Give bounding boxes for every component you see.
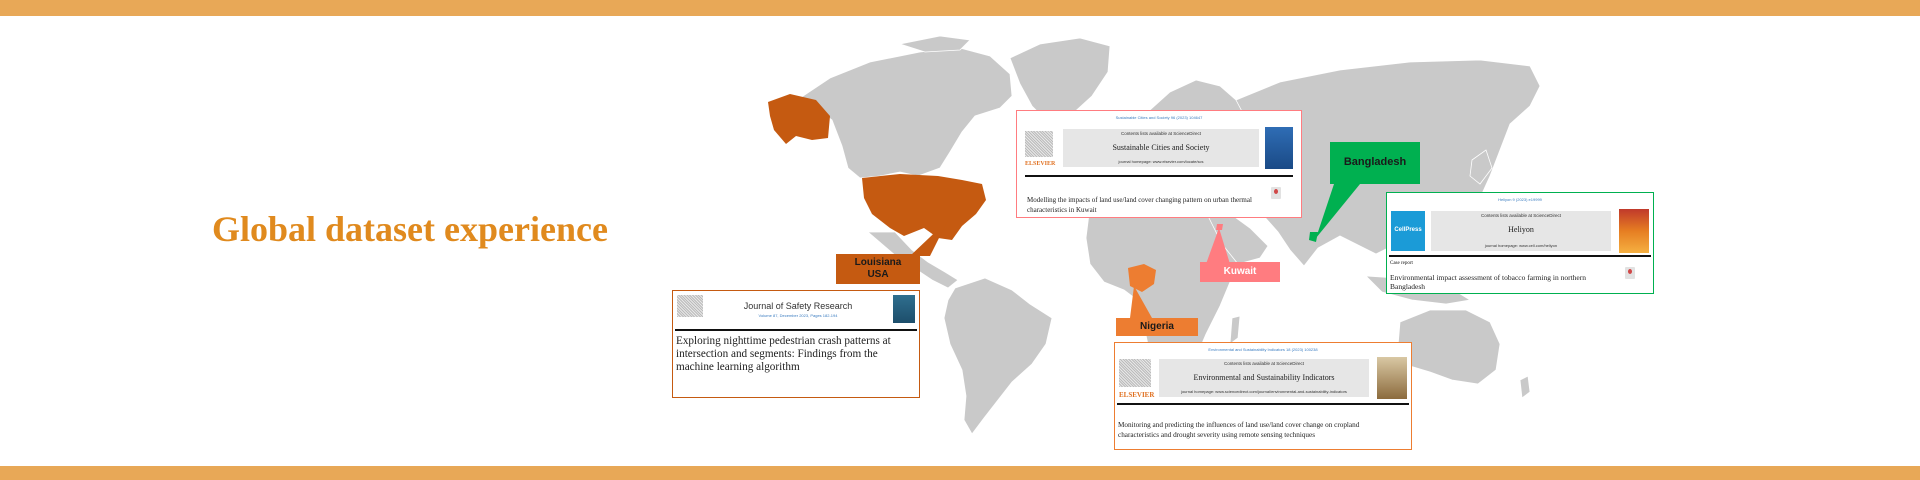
header-rule xyxy=(1389,255,1651,257)
journal-header: Contents lists available at ScienceDirec… xyxy=(1431,211,1611,251)
journal-homepage: journal homepage: www.cell.com/heliyon xyxy=(1484,243,1558,248)
paper-card-sustainable-cities[interactable]: Sustainable Cities and Society 96 (2023)… xyxy=(1016,110,1302,218)
kuwait-callout-label: Kuwait xyxy=(1223,265,1257,277)
bangladesh-callout-pointer xyxy=(1316,184,1360,238)
journal-homepage: journal homepage: www.elsevier.com/locat… xyxy=(1118,159,1204,164)
paper-card-safety-research[interactable]: Journal of Safety Research Volume 87, De… xyxy=(672,290,920,398)
journal-name: Heliyon xyxy=(1508,225,1534,234)
publisher-name: CellPress xyxy=(1394,227,1422,233)
usa-callout-line1: Louisiana xyxy=(854,256,902,268)
bangladesh-highlight xyxy=(1309,232,1318,242)
check-for-updates-icon xyxy=(1271,187,1281,199)
journal-header: Contents lists available at ScienceDirec… xyxy=(1159,359,1369,397)
land-japan xyxy=(1469,149,1493,185)
usa-highlight xyxy=(862,174,986,240)
paper-title: Modelling the impacts of land use/land c… xyxy=(1027,196,1252,214)
kuwait-callout-pointer xyxy=(1206,228,1230,264)
nigeria-highlight xyxy=(1128,264,1156,292)
nigeria-callout: Nigeria xyxy=(1116,318,1198,336)
land-greenland xyxy=(1009,37,1111,123)
land-new-zealand xyxy=(1519,375,1531,399)
land-madagascar xyxy=(1229,315,1241,345)
bangladesh-callout-label: Bangladesh xyxy=(1343,156,1407,169)
elsevier-logo: ELSEVIER xyxy=(1025,131,1055,167)
check-for-updates-icon xyxy=(1625,267,1635,279)
usa-callout: Louisiana USA xyxy=(836,254,920,284)
journal-volume: Volume 87, December 2023, Pages 182-194 xyxy=(758,313,838,318)
land-canada-islands xyxy=(898,35,971,53)
publisher-name: ELSEVIER xyxy=(1025,161,1056,167)
usa-callout-pointer xyxy=(910,220,948,256)
top-band xyxy=(0,0,1920,16)
paper-card-environmental-indicators[interactable]: Environmental and Sustainability Indicat… xyxy=(1114,342,1412,450)
paper-title: Exploring nighttime pedestrian crash pat… xyxy=(676,335,891,373)
publisher-name: ELSEVIER xyxy=(1119,391,1155,399)
journal-header: Contents lists available at ScienceDirec… xyxy=(1063,129,1259,167)
journal-reference: Sustainable Cities and Society 96 (2023)… xyxy=(1115,115,1203,120)
bottom-band xyxy=(0,466,1920,480)
header-rule xyxy=(675,329,917,331)
availability-note: Contents lists available at ScienceDirec… xyxy=(1480,213,1562,218)
availability-note: Contents lists available at ScienceDirec… xyxy=(1120,131,1202,136)
kuwait-callout: Kuwait xyxy=(1200,262,1280,282)
bangladesh-callout: Bangladesh xyxy=(1330,142,1420,184)
usa-callout-line2: USA xyxy=(867,269,889,280)
elsevier-logo: ELSEVIER xyxy=(1119,359,1155,399)
journal-cover xyxy=(893,295,915,323)
kuwait-highlight xyxy=(1216,224,1223,230)
journal-reference: Environmental and Sustainability Indicat… xyxy=(1208,347,1318,352)
paper-title: Environmental impact assessment of tobac… xyxy=(1390,273,1586,291)
journal-reference: Heliyon 9 (2023) e19999 xyxy=(1498,197,1542,202)
nigeria-callout-pointer xyxy=(1130,286,1152,318)
header-rule xyxy=(1025,175,1293,177)
journal-name: Sustainable Cities and Society xyxy=(1112,143,1210,152)
journal-homepage: journal homepage: www.sciencedirect.com/… xyxy=(1181,389,1347,394)
land-canada xyxy=(799,47,1013,179)
journal-name: Environmental and Sustainability Indicat… xyxy=(1193,373,1335,382)
land-australia xyxy=(1397,309,1501,385)
land-south-america xyxy=(943,277,1053,435)
elsevier-logo xyxy=(677,295,703,325)
journal-cover xyxy=(1619,209,1649,253)
alaska-highlight xyxy=(768,94,830,144)
cellpress-logo: CellPress xyxy=(1391,211,1425,251)
journal-cover xyxy=(1377,357,1407,399)
article-type: Case report xyxy=(1390,261,1413,266)
availability-note: Contents lists available at ScienceDirec… xyxy=(1223,361,1305,366)
journal-cover xyxy=(1265,127,1293,169)
journal-name: Journal of Safety Research xyxy=(743,301,853,311)
paper-title: Monitoring and predicting the influences… xyxy=(1118,421,1360,439)
nigeria-callout-label: Nigeria xyxy=(1140,320,1174,332)
paper-card-heliyon[interactable]: Heliyon 9 (2023) e19999 CellPress Conten… xyxy=(1386,192,1654,294)
header-rule xyxy=(1117,403,1409,405)
page-title: Global dataset experience xyxy=(212,209,608,249)
